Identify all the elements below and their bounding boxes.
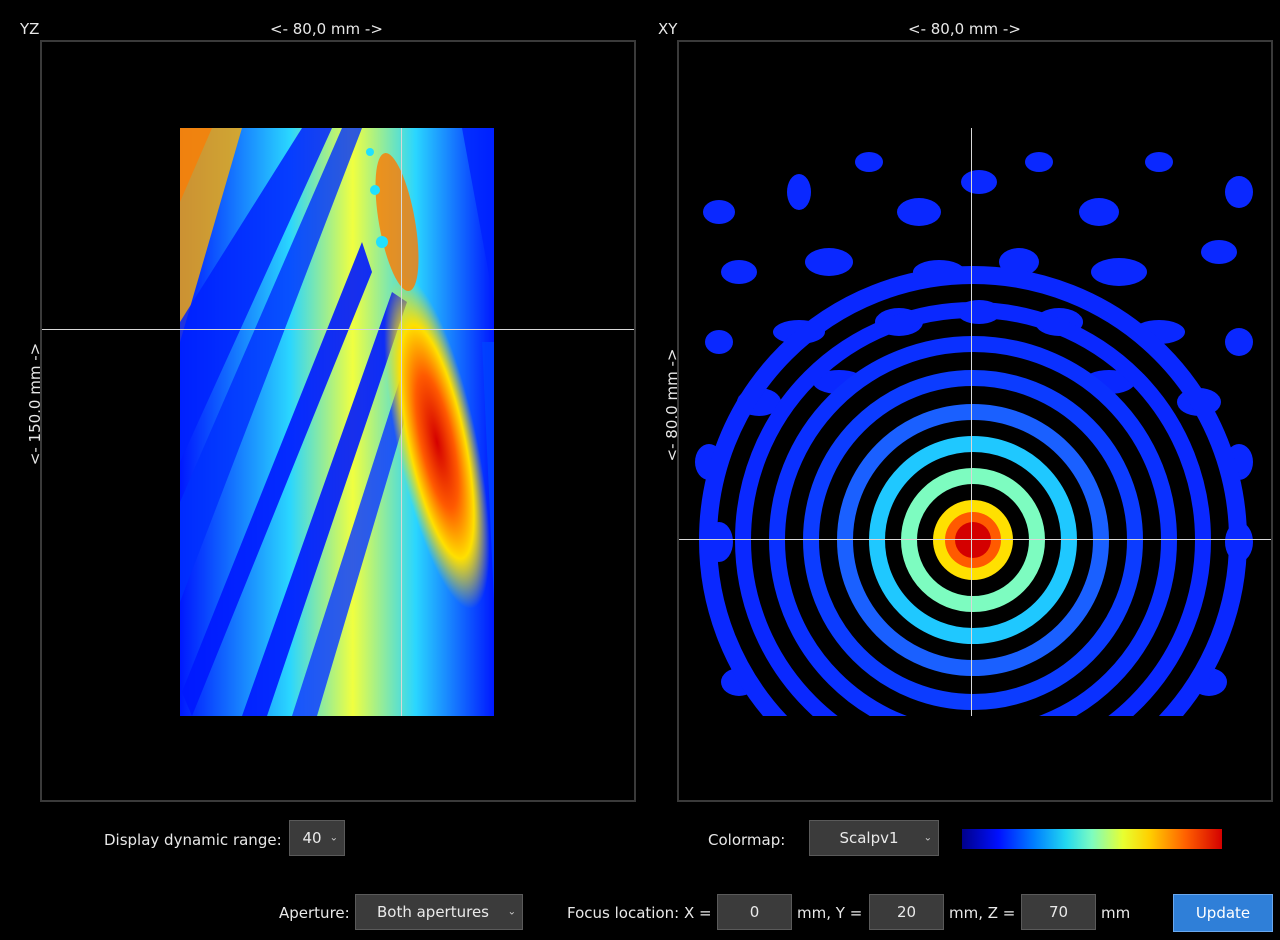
xy-crosshair-horizontal	[679, 539, 1271, 540]
chevron-down-icon: ⌄	[507, 906, 516, 918]
chevron-down-icon: ⌄	[923, 832, 932, 844]
colormap-colorbar	[962, 829, 1222, 849]
chevron-down-icon: ⌄	[329, 832, 338, 844]
dynamic-range-select[interactable]: 40 ⌄	[289, 820, 345, 856]
colormap-value: Scalpv1	[839, 829, 899, 847]
yz-image-frame[interactable]	[40, 40, 636, 802]
focus-location-label: Focus location: X =	[567, 904, 712, 922]
xy-beam-image	[695, 152, 1253, 716]
aperture-value: Both apertures	[376, 903, 489, 921]
dynamic-range-label: Display dynamic range:	[104, 831, 282, 849]
focus-z-unit: mm	[1101, 904, 1131, 922]
xy-crosshair-vertical	[971, 128, 972, 716]
xy-width-label: <- 80,0 mm ->	[908, 20, 1021, 38]
yz-crosshair-vertical	[401, 128, 402, 716]
aperture-select[interactable]: Both apertures ⌄	[355, 894, 523, 930]
aperture-label: Aperture:	[279, 904, 350, 922]
xy-title: XY	[658, 20, 678, 38]
yz-title: YZ	[20, 20, 40, 38]
update-button[interactable]: Update	[1173, 894, 1273, 932]
yz-beam-image	[180, 128, 494, 716]
colormap-label: Colormap:	[708, 831, 786, 849]
yz-width-label: <- 80,0 mm ->	[270, 20, 383, 38]
focus-y-unit: mm, Z =	[949, 904, 1016, 922]
yz-crosshair-horizontal	[42, 329, 634, 330]
dynamic-range-value: 40	[302, 829, 322, 847]
focus-x-input[interactable]	[717, 894, 792, 930]
colormap-select[interactable]: Scalpv1 ⌄	[809, 820, 939, 856]
focus-z-input[interactable]	[1021, 894, 1096, 930]
focus-x-unit: mm, Y =	[797, 904, 863, 922]
xy-image-frame[interactable]	[677, 40, 1273, 802]
focus-y-input[interactable]	[869, 894, 944, 930]
